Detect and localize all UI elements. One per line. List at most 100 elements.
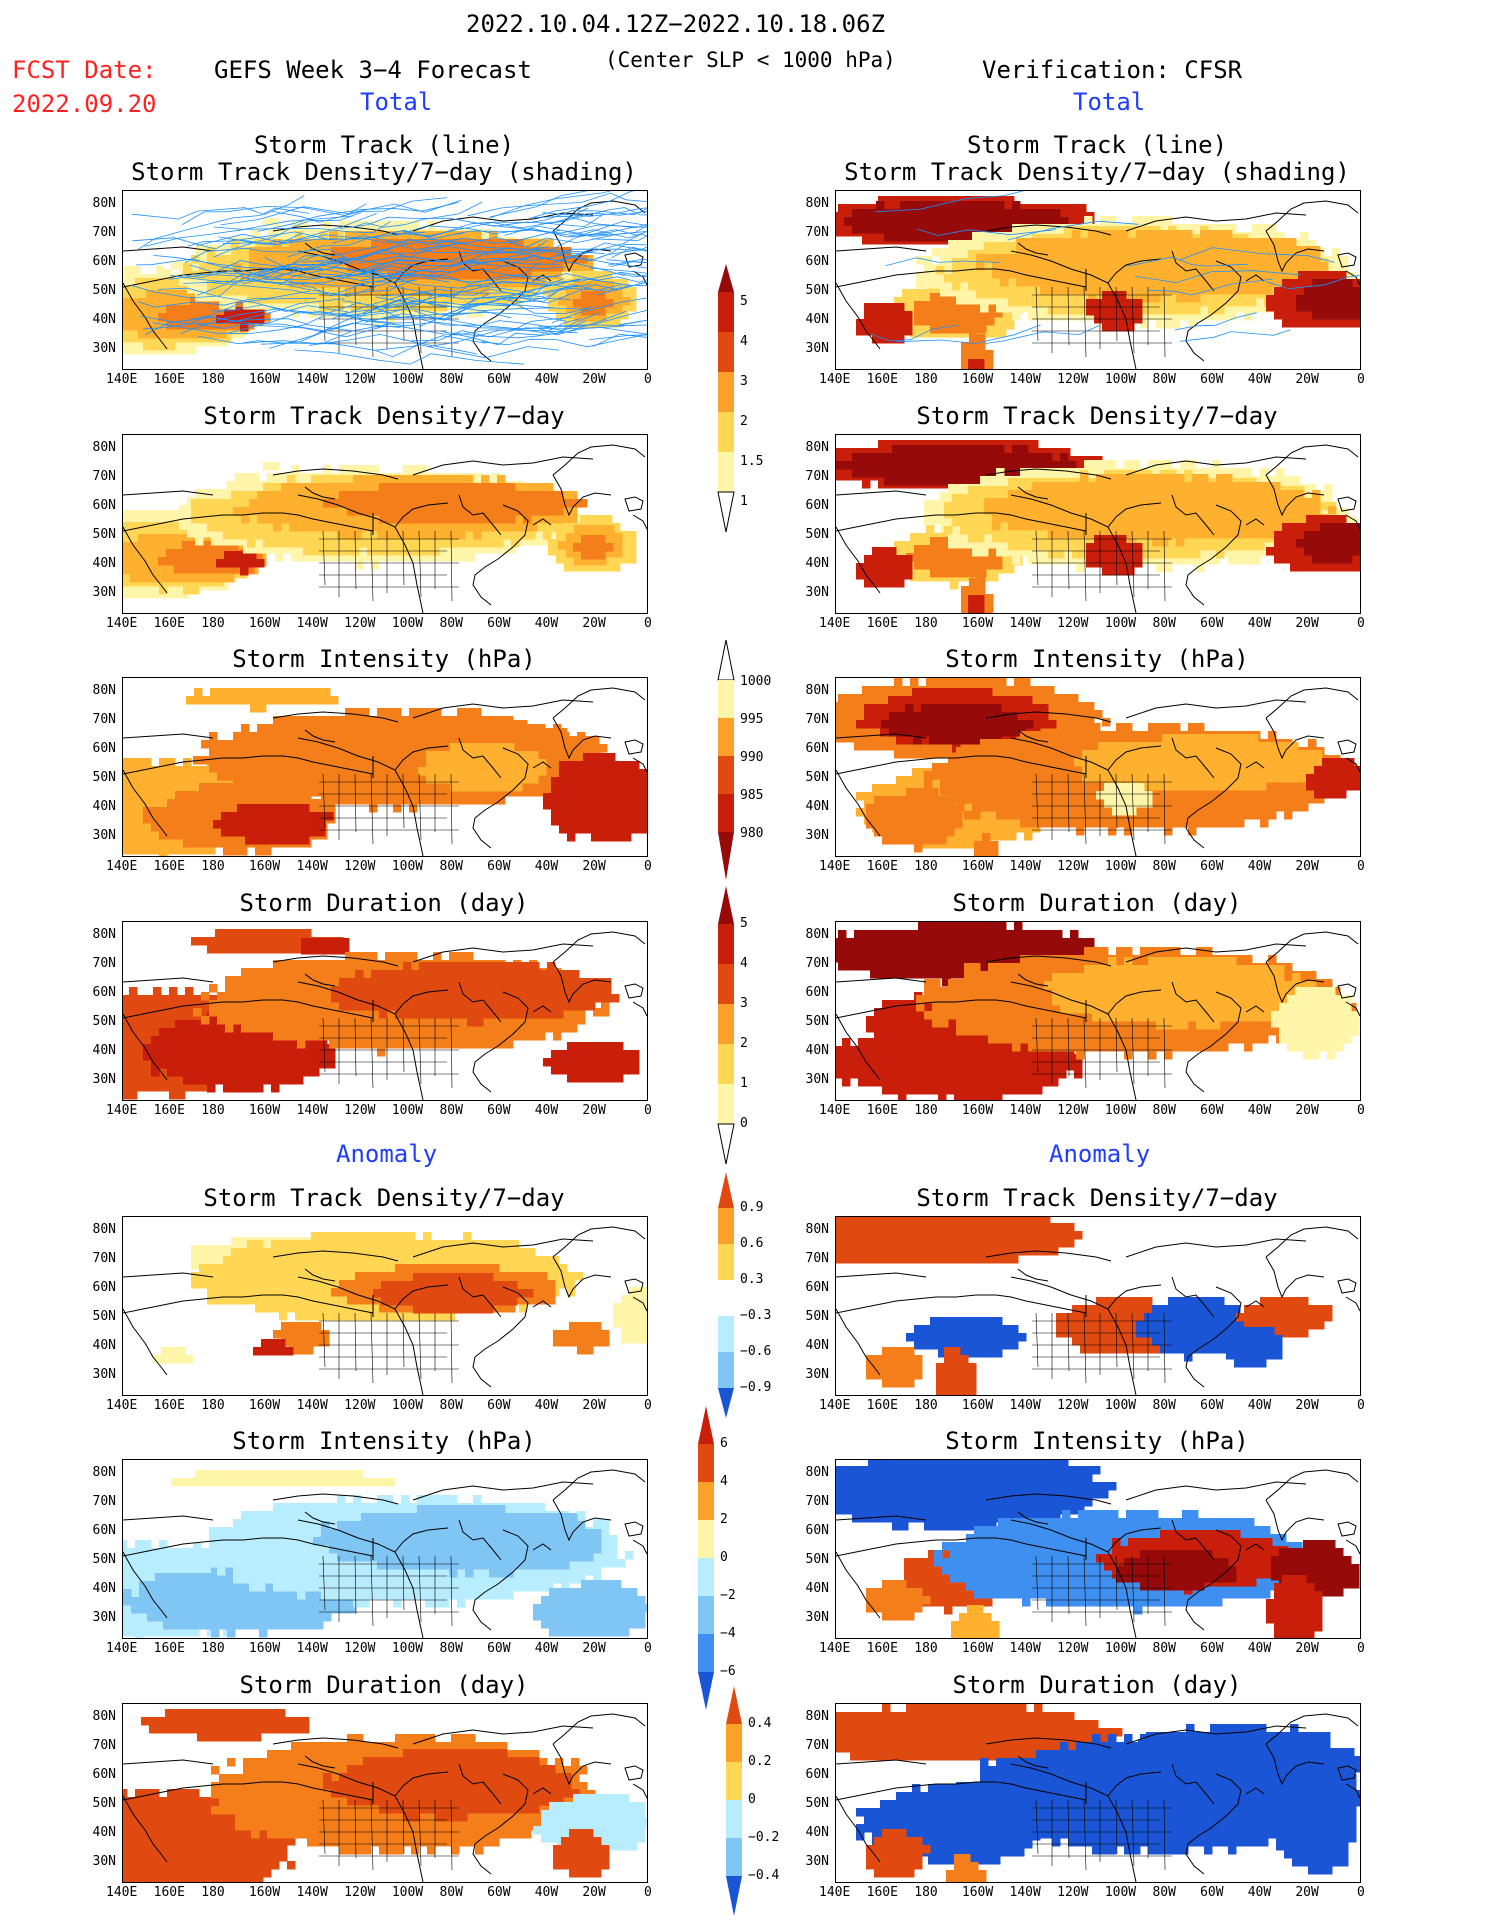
lon-tick-label: 80W [1152, 1885, 1175, 1900]
lon-tick-label: 60W [487, 372, 510, 387]
lon-tick-label: 20W [1295, 859, 1318, 874]
map-intensity-forecast [122, 677, 648, 857]
cbar-density-label-0: 5 [740, 294, 748, 309]
lon-tick-label: 60W [1200, 1885, 1223, 1900]
lon-tick-label: 60W [487, 1641, 510, 1656]
lon-tick-label: 140E [819, 372, 850, 387]
lon-tick-label: 140W [1010, 859, 1041, 874]
title-density-left: Storm Track Density/7−day [122, 402, 646, 430]
lon-tick-label: 120W [1057, 1398, 1088, 1413]
lon-tick-label: 0 [644, 1885, 652, 1900]
lat-tick-label: 70N [789, 1494, 829, 1509]
lat-tick-label: 30N [789, 1610, 829, 1625]
lon-tick-label: 160E [867, 372, 898, 387]
lon-tick-label: 120W [1057, 372, 1088, 387]
lon-tick-label: 180 [201, 372, 224, 387]
cbar-int-anom-label-3: 0 [720, 1550, 728, 1565]
lat-tick-label: 30N [789, 1367, 829, 1382]
map-intensity-verification [835, 677, 1361, 857]
lon-tick-label: 180 [914, 616, 937, 631]
cbar-dens-anom-label-5: −0.9 [740, 1380, 771, 1395]
title-duration-anom-right: Storm Duration (day) [835, 1671, 1359, 1699]
lon-tick-label: 80W [1152, 1103, 1175, 1118]
lat-tick-label: 60N [789, 498, 829, 513]
map-track-verification [835, 190, 1361, 370]
lat-tick-label: 40N [789, 1581, 829, 1596]
lon-tick-label: 140E [819, 1885, 850, 1900]
lon-tick-label: 40W [1248, 859, 1271, 874]
lon-tick-label: 140W [297, 1103, 328, 1118]
lat-tick-label: 50N [76, 283, 116, 298]
lat-tick-label: 30N [789, 341, 829, 356]
lat-tick-label: 60N [76, 498, 116, 513]
lon-tick-label: 160W [962, 372, 993, 387]
lon-tick-label: 60W [1200, 1398, 1223, 1413]
lat-tick-label: 50N [789, 1014, 829, 1029]
lat-tick-label: 40N [789, 1825, 829, 1840]
lon-tick-label: 0 [1357, 859, 1365, 874]
lon-tick-label: 80W [439, 1398, 462, 1413]
lat-tick-label: 50N [789, 770, 829, 785]
lon-tick-label: 80W [439, 1641, 462, 1656]
lon-tick-label: 100W [1105, 1641, 1136, 1656]
lat-tick-label: 40N [76, 1043, 116, 1058]
lon-tick-label: 0 [1357, 372, 1365, 387]
lon-tick-label: 20W [582, 1103, 605, 1118]
lon-tick-label: 160W [962, 1641, 993, 1656]
cbar-intensity-label-1: 995 [740, 712, 763, 727]
lon-tick-label: 20W [1295, 1398, 1318, 1413]
lon-tick-label: 160W [249, 1885, 280, 1900]
cbar-intensity-label-0: 1000 [740, 674, 771, 689]
forecast-title: GEFS Week 3−4 Forecast [214, 56, 532, 84]
lon-tick-label: 140E [106, 372, 137, 387]
lon-tick-label: 180 [914, 1103, 937, 1118]
lon-tick-label: 180 [914, 1641, 937, 1656]
lat-tick-label: 70N [789, 469, 829, 484]
lon-tick-label: 0 [644, 1398, 652, 1413]
lon-tick-label: 160E [154, 372, 185, 387]
map-density-anomaly-forecast [122, 1216, 648, 1396]
lon-tick-label: 160E [154, 1885, 185, 1900]
title-intensity-anom-left: Storm Intensity (hPa) [122, 1427, 646, 1455]
colorbar-duration [717, 886, 735, 1165]
lon-tick-label: 120W [344, 372, 375, 387]
lon-tick-label: 140W [297, 859, 328, 874]
lon-tick-label: 160E [154, 616, 185, 631]
lon-tick-label: 20W [582, 1398, 605, 1413]
lon-tick-label: 120W [344, 859, 375, 874]
lon-tick-label: 80W [1152, 372, 1175, 387]
lon-tick-label: 160E [154, 1103, 185, 1118]
lon-tick-label: 80W [439, 616, 462, 631]
cbar-dur-anom-label-1: 0.2 [748, 1754, 771, 1769]
lon-tick-label: 60W [487, 1103, 510, 1118]
lon-tick-label: 40W [1248, 1885, 1271, 1900]
title-track-line-right: Storm Track (line) [835, 131, 1359, 159]
lon-tick-label: 0 [644, 1641, 652, 1656]
lon-tick-label: 80W [439, 1103, 462, 1118]
lat-tick-label: 50N [789, 1796, 829, 1811]
lon-tick-label: 40W [535, 1398, 558, 1413]
lon-tick-label: 0 [644, 1103, 652, 1118]
lat-tick-label: 70N [76, 712, 116, 727]
lat-tick-label: 70N [789, 1251, 829, 1266]
cbar-int-anom-label-6: −6 [720, 1664, 736, 1679]
title-duration-anom-left: Storm Duration (day) [122, 1671, 646, 1699]
lat-tick-label: 50N [76, 1309, 116, 1324]
lat-tick-label: 50N [789, 283, 829, 298]
cbar-int-anom-label-1: 4 [720, 1474, 728, 1489]
cbar-dur-anom-label-2: 0 [748, 1792, 756, 1807]
lon-tick-label: 160E [867, 859, 898, 874]
title-duration-left: Storm Duration (day) [122, 889, 646, 917]
lon-tick-label: 0 [1357, 1398, 1365, 1413]
lon-tick-label: 80W [1152, 1398, 1175, 1413]
cbar-duration-label-2: 3 [740, 996, 748, 1011]
lat-tick-label: 60N [76, 1523, 116, 1538]
lat-tick-label: 70N [76, 1494, 116, 1509]
lon-tick-label: 120W [1057, 1885, 1088, 1900]
lat-tick-label: 60N [76, 741, 116, 756]
lon-tick-label: 140E [106, 1885, 137, 1900]
cbar-dur-anom-label-0: 0.4 [748, 1716, 771, 1731]
lon-tick-label: 0 [1357, 1103, 1365, 1118]
lat-tick-label: 40N [76, 1581, 116, 1596]
lon-tick-label: 160E [867, 616, 898, 631]
